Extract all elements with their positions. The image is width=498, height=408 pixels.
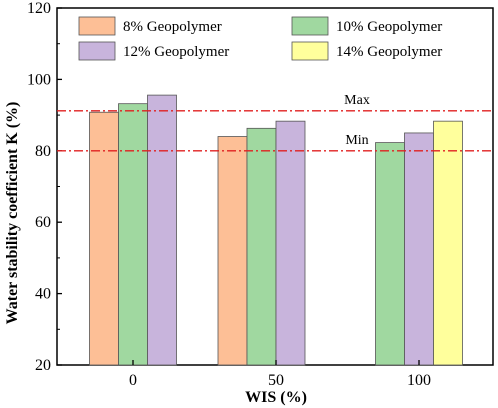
- bar-100-10-geopolymer: [375, 142, 405, 366]
- bar-50-12-geopolymer: [275, 120, 306, 366]
- bar-50-8-geopolymer: [217, 136, 248, 366]
- bar-0-12-geopolymer: [147, 94, 177, 366]
- y-tick-label: 120: [27, 0, 51, 17]
- bar-100-14-geopolymer: [433, 120, 463, 366]
- bar-100-12-geopolymer: [404, 132, 434, 366]
- x-axis-title: WIS (%): [245, 389, 307, 406]
- legend-swatch: [291, 41, 329, 61]
- legend-label: 14% Geopolymer: [336, 44, 442, 60]
- legend-swatch: [78, 16, 116, 36]
- x-tick-label: 50: [268, 372, 284, 389]
- x-tick-label: 100: [407, 372, 431, 389]
- legend-label: 8% Geopolymer: [123, 19, 222, 35]
- y-tick-label: 20: [35, 357, 51, 374]
- ref-label-min: Min: [345, 133, 368, 148]
- plot-area: 20 40 60 80 100 120 0 50 100 Max Min 8% Geopolymer 1…: [27, 0, 494, 389]
- bar-0-10-geopolymer: [118, 103, 148, 366]
- y-axis-title: Water stability coefficient K (%): [4, 102, 21, 325]
- legend-label: 10% Geopolymer: [336, 19, 442, 35]
- legend-swatch: [78, 41, 116, 61]
- legend-label: 12% Geopolymer: [123, 44, 229, 60]
- ref-label-max: Max: [344, 93, 370, 108]
- y-tick-label: 80: [35, 143, 51, 160]
- legend-swatch: [291, 16, 329, 36]
- y-tick-label: 40: [35, 286, 51, 303]
- x-tick-label: 0: [129, 372, 137, 389]
- y-tick-label: 100: [27, 71, 51, 88]
- bar-50-10-geopolymer: [246, 127, 277, 366]
- y-tick-label: 60: [35, 214, 51, 231]
- bar-0-8-geopolymer: [89, 111, 119, 366]
